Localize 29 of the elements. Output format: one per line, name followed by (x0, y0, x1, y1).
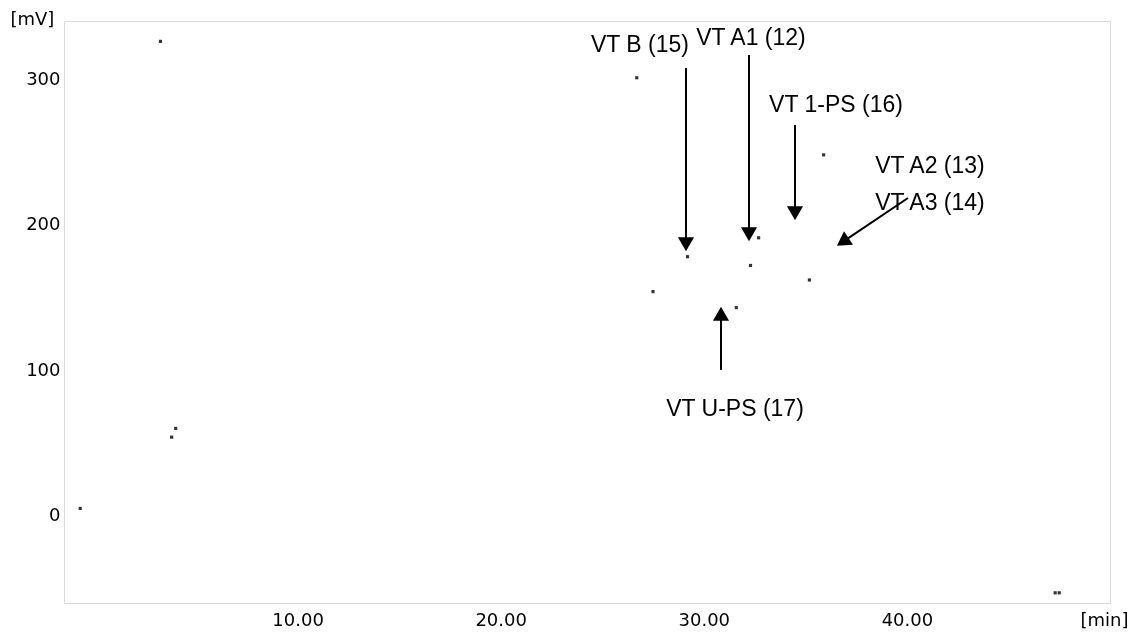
point (748, 263, 753, 268)
point (158, 39, 163, 43)
y-tick-label: 300 (26, 67, 61, 89)
x-tick-label: 20.00 (475, 608, 527, 630)
point (685, 255, 690, 259)
y-tick-label: 0 (49, 504, 61, 526)
point (174, 426, 178, 430)
point (822, 153, 826, 157)
x-axis-title: [min] (1080, 608, 1129, 630)
y-tick-label: 100 (26, 358, 61, 380)
annotation: VT B (15) (591, 31, 689, 57)
point (1053, 591, 1057, 595)
annotation: VT A1 (12) (696, 24, 806, 50)
point (1057, 591, 1061, 595)
y-axis-title: [mV] (10, 7, 55, 29)
point (734, 306, 738, 310)
point (170, 435, 174, 439)
x-tick-label: 10.00 (272, 608, 324, 630)
x-tick-label: 30.00 (678, 608, 731, 630)
x-tick-label: 40.00 (881, 608, 934, 630)
annotation: VT U-PS (17) (666, 395, 804, 421)
point (651, 290, 655, 294)
point (78, 506, 82, 511)
annotation: VT A2 (13) VT A3 (14) (875, 152, 985, 215)
point (635, 76, 639, 80)
annotation: VT 1-PS (16) (769, 91, 903, 117)
point (807, 278, 811, 282)
y-tick-label: 200 (26, 213, 61, 235)
point (757, 236, 761, 240)
